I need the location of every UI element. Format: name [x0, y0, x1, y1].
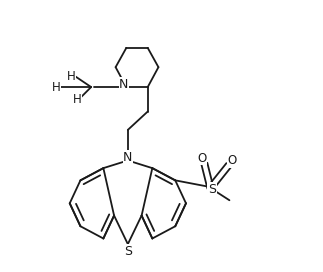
Text: H: H	[52, 81, 60, 94]
Text: O: O	[228, 154, 237, 167]
Text: S: S	[208, 183, 216, 196]
Text: H: H	[67, 70, 76, 83]
Text: H: H	[73, 93, 82, 106]
Text: N: N	[119, 78, 129, 91]
Text: O: O	[197, 152, 206, 165]
Text: S: S	[124, 245, 132, 258]
Text: N: N	[123, 151, 132, 164]
